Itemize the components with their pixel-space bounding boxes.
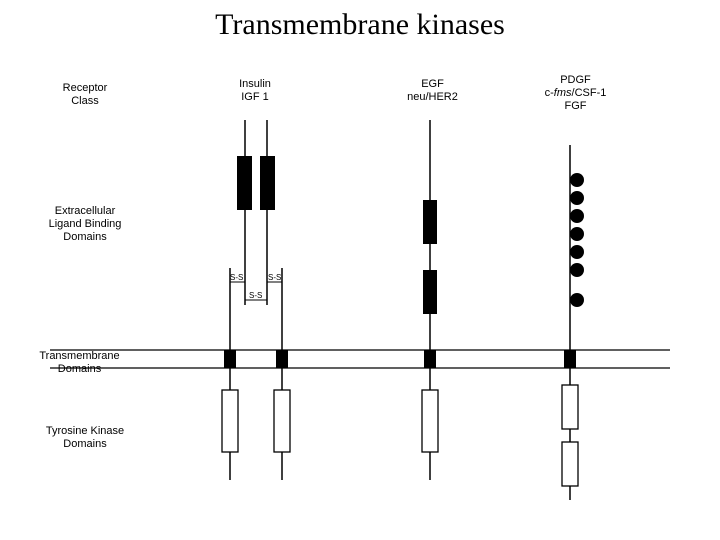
diagram-area: ReceptorClass ExtracellularLigand Bindin… bbox=[30, 60, 690, 530]
svg-text:S-S: S-S bbox=[268, 273, 281, 282]
page-title: Transmembrane kinases bbox=[0, 8, 720, 42]
svg-text:S-S: S-S bbox=[230, 273, 243, 282]
svg-text:S-S: S-S bbox=[249, 291, 262, 300]
diagram-svg: S-S S-S S-S bbox=[30, 60, 690, 530]
